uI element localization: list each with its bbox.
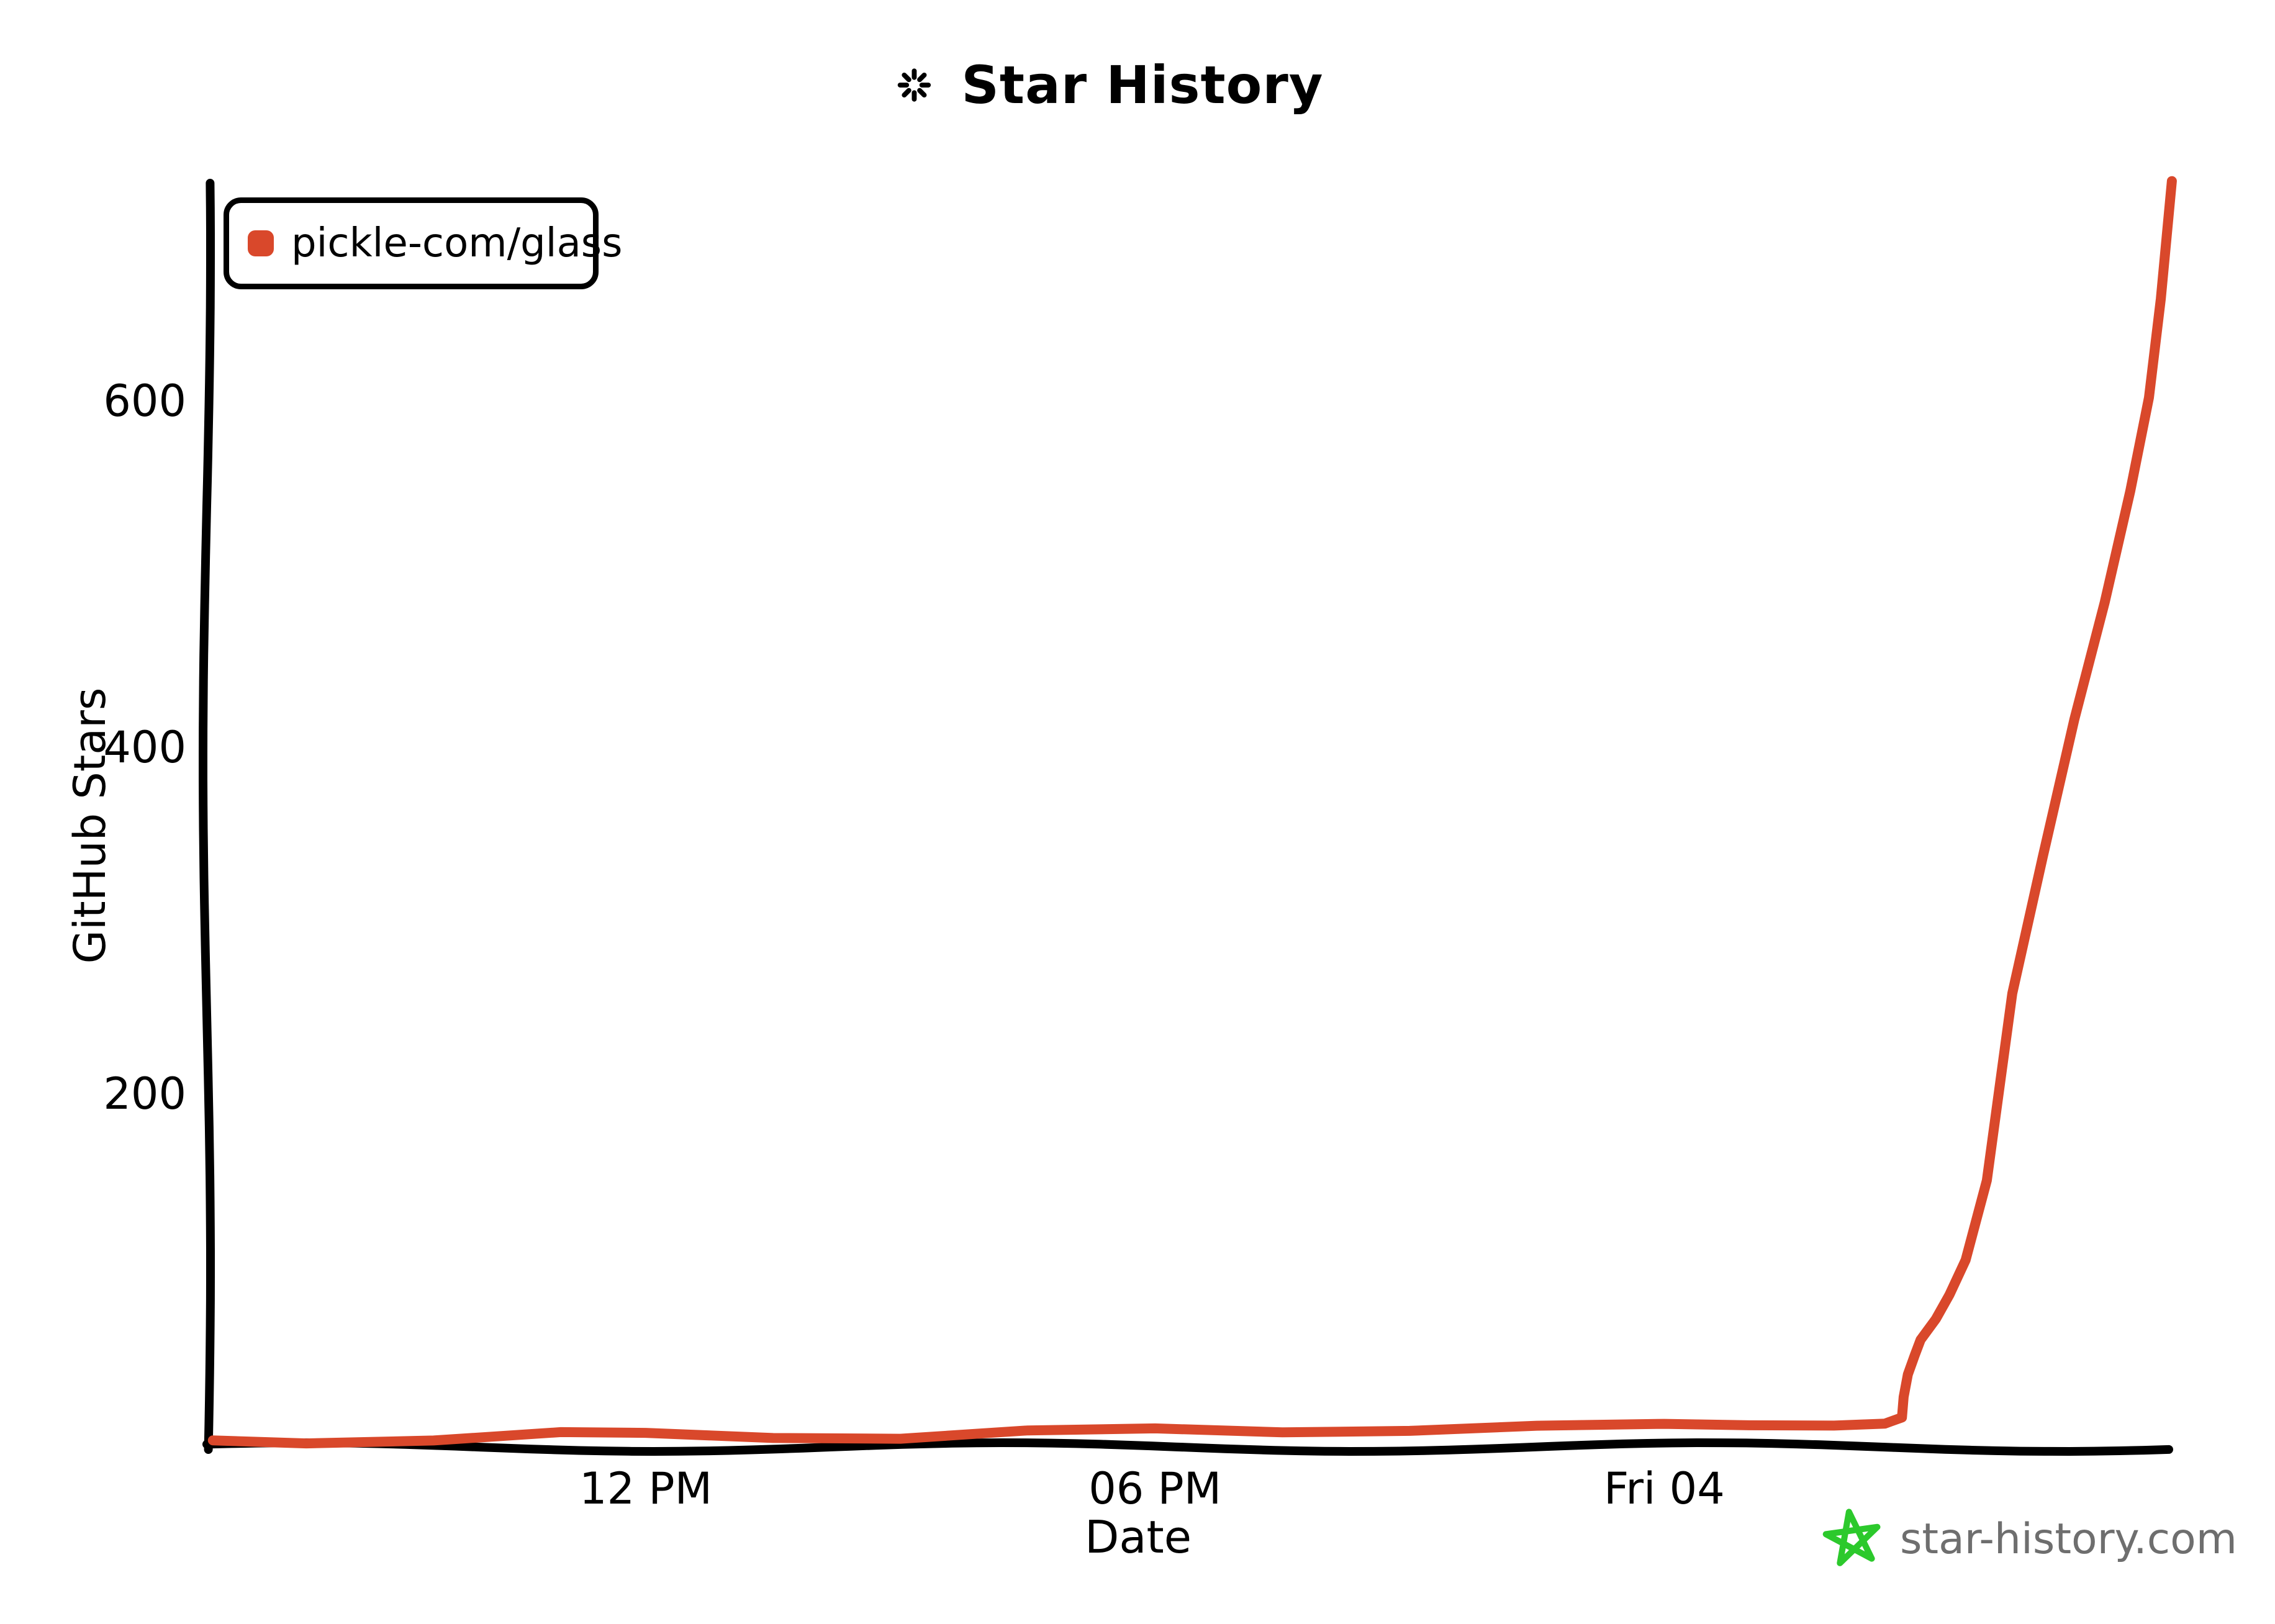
x-axis-title: Date <box>1084 1511 1192 1563</box>
watermark: star-history.com <box>1822 1505 2237 1573</box>
x-tick-label: Fri 04 <box>1604 1463 1725 1514</box>
legend: pickle-com/glass <box>224 197 622 289</box>
x-axis-line <box>202 1438 2173 1456</box>
page-title: Star History <box>961 55 1324 115</box>
legend-repo-label: pickle-com/glass <box>291 220 623 266</box>
y-tick-label-600: 600 <box>103 376 186 426</box>
legend-swatch <box>248 230 274 256</box>
series-line-pickle-com/glass <box>207 176 2177 1449</box>
star-icon <box>1822 1509 1881 1566</box>
sparkle-icon <box>897 68 931 102</box>
y-tick-label-200: 200 <box>103 1068 186 1119</box>
watermark-site: star-history.com <box>1900 1514 2237 1564</box>
y-tick-label-400: 400 <box>103 722 186 773</box>
y-axis-line <box>199 179 215 1454</box>
chart-title: Star History <box>897 55 1323 115</box>
x-tick-label: 06 PM <box>1088 1463 1222 1514</box>
x-tick-label: 12 PM <box>579 1463 712 1514</box>
